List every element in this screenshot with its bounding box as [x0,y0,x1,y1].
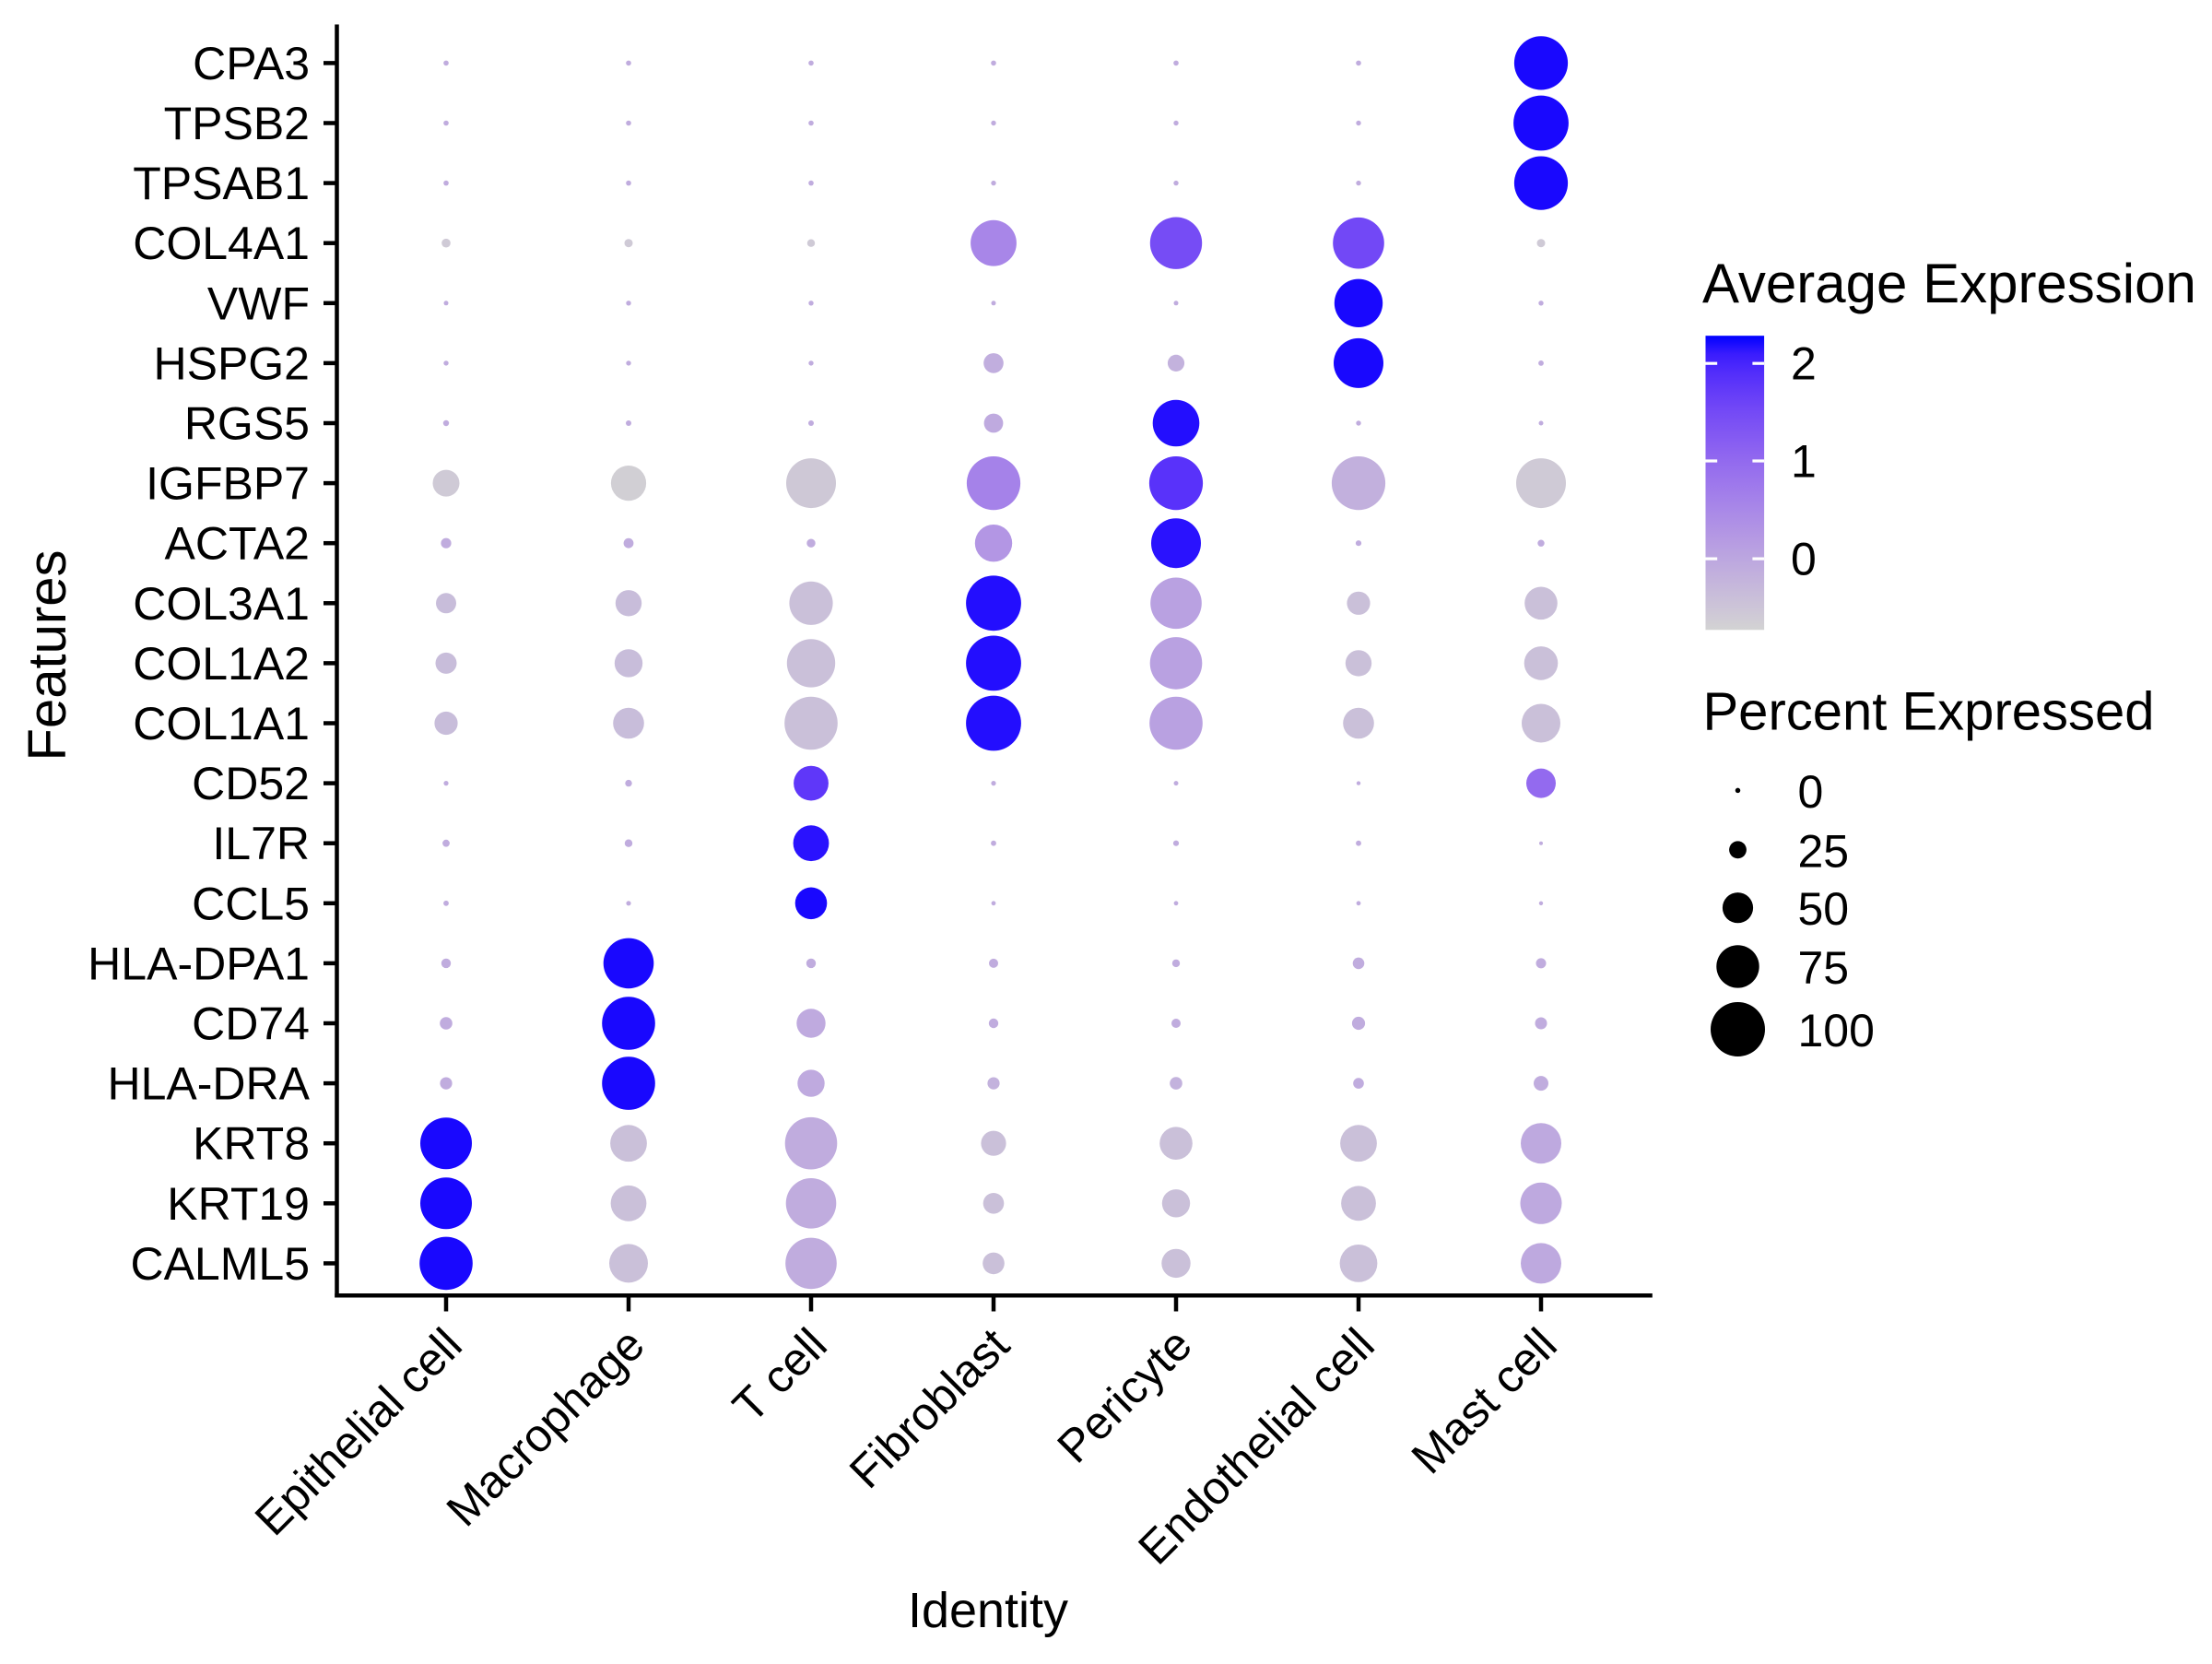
svg-text:75: 75 [1798,942,1850,994]
svg-text:KRT19: KRT19 [167,1178,310,1230]
svg-text:COL4A1: COL4A1 [133,218,310,269]
svg-text:1: 1 [1791,435,1817,487]
svg-text:2: 2 [1791,338,1817,390]
svg-text:50: 50 [1798,883,1850,935]
svg-text:0: 0 [1791,534,1817,585]
svg-text:0: 0 [1798,766,1824,818]
svg-text:TPSAB1: TPSAB1 [133,158,310,209]
svg-text:25: 25 [1798,825,1850,877]
svg-text:ACTA2: ACTA2 [165,518,310,570]
svg-text:COL1A2: COL1A2 [133,638,310,690]
svg-text:VWF: VWF [207,277,310,329]
svg-text:COL1A1: COL1A1 [133,698,310,749]
svg-text:CALML5: CALML5 [130,1238,310,1290]
svg-text:IL7R: IL7R [212,818,310,869]
svg-text:Average Expression: Average Expression [1702,253,2196,314]
svg-text:CCL5: CCL5 [192,878,310,929]
svg-text:HSPG2: HSPG2 [153,337,310,389]
svg-text:COL3A1: COL3A1 [133,578,310,630]
svg-text:TPSB2: TPSB2 [164,98,310,149]
svg-text:CD52: CD52 [192,758,310,809]
svg-text:IGFBP7: IGFBP7 [146,458,310,510]
svg-text:HLA-DPA1: HLA-DPA1 [88,938,310,989]
svg-text:100: 100 [1798,1005,1875,1056]
svg-text:Features: Features [18,550,77,761]
svg-text:KRT8: KRT8 [193,1118,310,1170]
svg-text:Identity: Identity [908,1583,1068,1638]
svg-text:CPA3: CPA3 [193,38,310,89]
svg-text:RGS5: RGS5 [184,398,310,450]
svg-text:Percent Expressed: Percent Expressed [1703,681,2155,741]
svg-text:HLA-DRA: HLA-DRA [108,1058,311,1110]
svg-text:CD74: CD74 [192,998,310,1050]
